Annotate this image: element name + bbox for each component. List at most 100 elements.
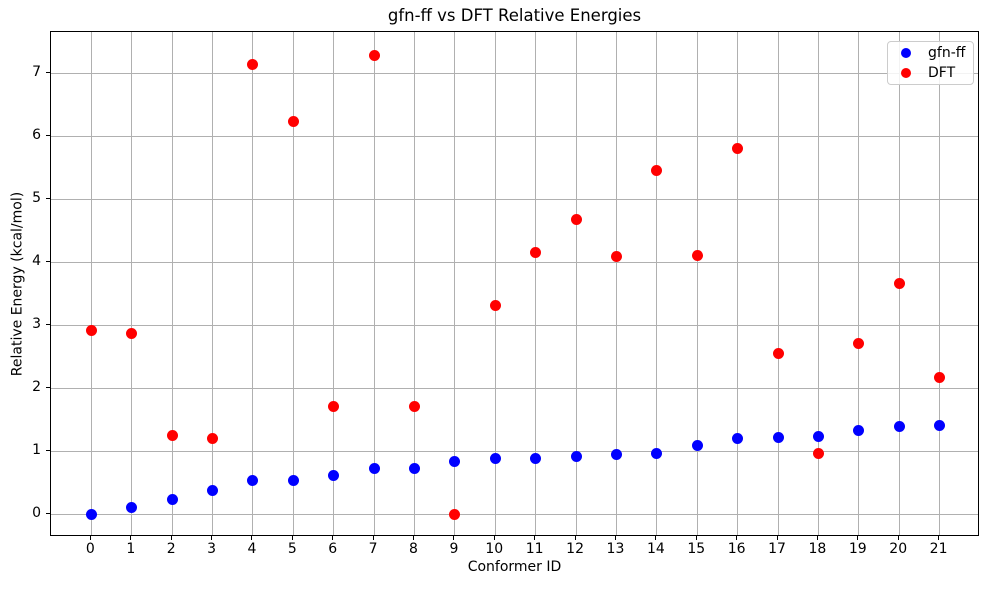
x-axis-label: Conformer ID	[467, 559, 562, 575]
y-tick-label-3: 3	[32, 316, 41, 333]
x-tick-label-12: 12	[566, 541, 584, 557]
data-point-DFT-20	[893, 277, 905, 289]
x-tick-label-11: 11	[525, 541, 544, 557]
y-tick-5	[46, 197, 50, 199]
gridline-x-5	[292, 32, 294, 535]
data-point-gfn-ff-10	[489, 453, 501, 465]
data-point-DFT-18	[812, 447, 824, 459]
gridline-x-4	[252, 32, 254, 535]
data-point-DFT-7	[368, 50, 380, 62]
x-tick-label-19: 19	[848, 541, 867, 557]
data-point-gfn-ff-12	[570, 450, 582, 462]
data-point-DFT-4	[247, 58, 259, 70]
x-tick-18	[816, 536, 818, 540]
data-point-gfn-ff-6	[328, 469, 340, 481]
x-tick-label-13: 13	[606, 541, 625, 557]
x-tick-2	[170, 536, 172, 540]
gridline-y-7	[51, 72, 978, 74]
gridline-y-1	[51, 451, 978, 453]
data-point-DFT-17	[772, 348, 784, 360]
data-point-gfn-ff-15	[691, 439, 703, 451]
data-point-DFT-2	[166, 429, 178, 441]
x-tick-1	[130, 536, 132, 540]
data-point-DFT-0	[85, 325, 97, 337]
data-point-gfn-ff-3	[207, 485, 219, 497]
x-tick-label-10: 10	[485, 541, 504, 557]
legend-marker-dft	[901, 68, 911, 78]
data-point-DFT-12	[570, 213, 582, 225]
data-point-gfn-ff-13	[610, 448, 622, 460]
data-point-DFT-5	[287, 115, 299, 127]
legend-label-dft: DFT	[928, 64, 956, 81]
data-point-gfn-ff-11	[530, 452, 542, 464]
x-tick-label-1: 1	[126, 541, 136, 557]
data-point-DFT-3	[207, 433, 219, 445]
gridline-x-6	[333, 32, 335, 535]
gridline-x-17	[777, 32, 779, 535]
x-tick-15	[695, 536, 697, 540]
x-tick-label-21: 21	[929, 541, 948, 557]
y-tick-2	[46, 387, 50, 389]
gridline-x-19	[858, 32, 860, 535]
gridline-x-21	[939, 32, 941, 535]
data-point-DFT-1	[126, 327, 138, 339]
gridline-y-3	[51, 325, 978, 327]
x-tick-7	[372, 536, 374, 540]
data-point-DFT-13	[610, 251, 622, 263]
x-tick-11	[534, 536, 536, 540]
data-point-gfn-ff-7	[368, 463, 380, 475]
data-point-gfn-ff-1	[126, 501, 138, 513]
gridline-x-8	[414, 32, 416, 535]
gridline-x-10	[494, 32, 496, 535]
gridline-y-6	[51, 135, 978, 137]
x-tick-label-5: 5	[287, 541, 297, 557]
x-tick-5	[291, 536, 293, 540]
data-point-DFT-16	[732, 143, 744, 155]
gridline-x-12	[575, 32, 577, 535]
gridline-x-9	[454, 32, 456, 535]
data-point-gfn-ff-18	[812, 430, 824, 442]
x-tick-8	[413, 536, 415, 540]
gridline-x-0	[90, 32, 92, 535]
gridline-x-11	[535, 32, 537, 535]
data-point-gfn-ff-4	[247, 475, 259, 487]
data-point-DFT-15	[691, 249, 703, 261]
gridline-x-16	[737, 32, 739, 535]
x-tick-13	[614, 536, 616, 540]
x-tick-20	[897, 536, 899, 540]
x-tick-label-20: 20	[889, 541, 908, 557]
x-tick-label-7: 7	[368, 541, 378, 557]
x-tick-6	[332, 536, 334, 540]
data-point-DFT-10	[489, 299, 501, 311]
legend-item-dft: DFT	[901, 63, 967, 83]
y-tick-label-7: 7	[32, 63, 41, 80]
plot-area	[50, 31, 979, 536]
data-point-DFT-14	[651, 165, 663, 177]
y-tick-label-5: 5	[32, 189, 41, 206]
x-tick-21	[938, 536, 940, 540]
data-point-gfn-ff-14	[651, 447, 663, 459]
gridline-x-7	[373, 32, 375, 535]
data-point-gfn-ff-16	[732, 433, 744, 445]
gridline-x-3	[212, 32, 214, 535]
data-point-gfn-ff-9	[449, 456, 461, 468]
gridline-x-13	[615, 32, 617, 535]
x-tick-label-9: 9	[449, 541, 459, 557]
data-point-DFT-9	[449, 509, 461, 521]
y-tick-3	[46, 324, 50, 326]
legend-label-gfn-ff: gfn-ff	[928, 44, 966, 61]
y-tick-label-0: 0	[32, 505, 41, 522]
x-tick-0	[89, 536, 91, 540]
x-tick-3	[211, 536, 213, 540]
gridline-x-2	[171, 32, 173, 535]
gridline-x-14	[656, 32, 658, 535]
data-point-gfn-ff-5	[287, 474, 299, 486]
y-tick-7	[46, 71, 50, 73]
data-point-gfn-ff-19	[853, 424, 865, 436]
y-tick-6	[46, 134, 50, 136]
x-tick-label-17: 17	[768, 541, 786, 557]
x-tick-12	[574, 536, 576, 540]
gridline-x-1	[131, 32, 133, 535]
gridline-x-15	[696, 32, 698, 535]
